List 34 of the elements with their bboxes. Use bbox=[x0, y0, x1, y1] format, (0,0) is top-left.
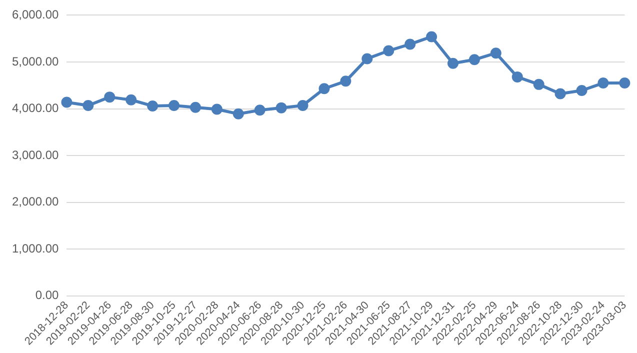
y-tick-label: 5,000.00 bbox=[12, 54, 60, 68]
point bbox=[598, 78, 609, 89]
point bbox=[276, 102, 287, 114]
point bbox=[61, 96, 72, 108]
y-tick-label: 4,000.00 bbox=[12, 101, 60, 116]
point bbox=[82, 100, 94, 111]
y-tick-label: 2,000.00 bbox=[12, 194, 60, 209]
point bbox=[576, 85, 588, 96]
point bbox=[426, 31, 438, 42]
point bbox=[468, 54, 480, 66]
y-tick-label: 0.00 bbox=[35, 288, 60, 302]
point bbox=[168, 100, 180, 111]
point bbox=[619, 78, 630, 89]
point bbox=[254, 104, 266, 116]
point bbox=[362, 53, 373, 64]
point bbox=[512, 71, 523, 82]
point bbox=[533, 78, 544, 90]
y-tick-label: 1,000.00 bbox=[12, 241, 60, 256]
point bbox=[232, 108, 244, 120]
point bbox=[190, 102, 201, 113]
point bbox=[404, 38, 416, 50]
y-tick-label: 6,000.00 bbox=[12, 8, 60, 22]
point bbox=[297, 100, 308, 111]
point bbox=[147, 100, 158, 112]
point bbox=[340, 76, 352, 87]
point bbox=[490, 48, 502, 59]
point bbox=[104, 92, 116, 103]
point bbox=[126, 94, 137, 106]
point bbox=[447, 58, 458, 69]
y-tick-label: 3,000.00 bbox=[12, 148, 60, 162]
point bbox=[383, 45, 394, 56]
point bbox=[318, 83, 330, 94]
point bbox=[554, 88, 566, 100]
point bbox=[211, 104, 222, 115]
